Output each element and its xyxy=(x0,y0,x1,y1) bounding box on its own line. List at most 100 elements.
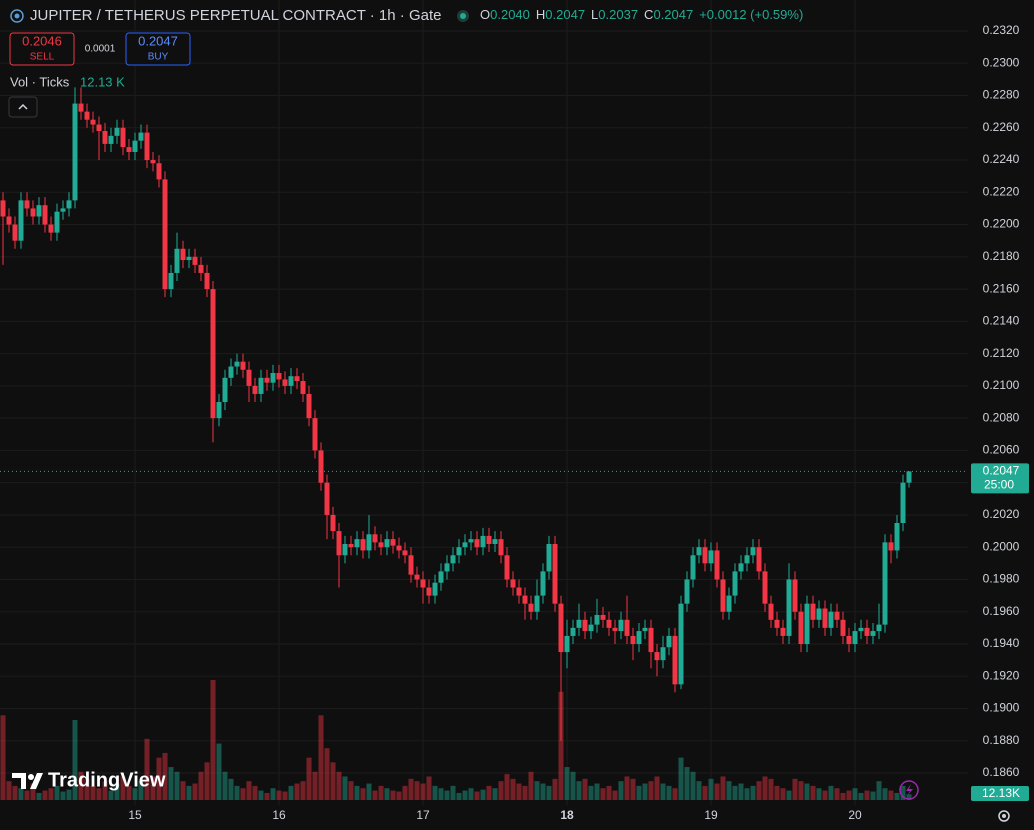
candle-body xyxy=(66,200,72,209)
volume-bar xyxy=(276,790,282,800)
y-tick-label: 0.2140 xyxy=(983,314,1020,328)
volume-bar xyxy=(108,790,114,800)
candle-body xyxy=(570,627,576,636)
volume-bar xyxy=(30,783,36,800)
volume-bar xyxy=(282,791,288,800)
candle-body xyxy=(276,372,282,380)
sell-price: 0.2046 xyxy=(22,33,62,48)
volume-bar xyxy=(54,785,60,800)
x-tick-label: 17 xyxy=(416,808,430,822)
candle-body xyxy=(132,140,138,152)
x-tick-label: 15 xyxy=(128,808,142,822)
candle-body xyxy=(36,205,42,217)
volume-bar xyxy=(858,792,864,800)
volume-bar xyxy=(594,783,600,800)
volume-bar xyxy=(558,691,564,800)
collapse-frame xyxy=(8,96,38,118)
volume-bar xyxy=(342,776,348,800)
collapse-button[interactable] xyxy=(8,96,38,118)
volume-bar xyxy=(390,790,396,800)
candle-body xyxy=(258,377,264,394)
buy-button[interactable]: 0.2047 BUY xyxy=(125,32,191,66)
candle-body xyxy=(342,543,348,556)
volume-bar xyxy=(300,781,306,800)
volume-bar xyxy=(204,762,210,800)
volume-bar xyxy=(552,778,558,800)
volume-bar xyxy=(900,785,906,800)
volume-bar xyxy=(18,788,24,800)
last-price-box xyxy=(971,463,1029,494)
volume-bar xyxy=(882,788,888,800)
volume-bar xyxy=(252,785,258,800)
candle-body xyxy=(528,603,534,612)
volume-bar xyxy=(372,790,378,800)
candle-body xyxy=(498,539,504,556)
volume-bar xyxy=(156,757,162,800)
candle-body xyxy=(822,608,828,628)
candle-body xyxy=(654,652,660,661)
ohlc-key: O xyxy=(480,7,490,22)
candle-body xyxy=(282,379,288,386)
volume-legend-value: 12.13 K xyxy=(80,74,125,89)
candle-body xyxy=(390,539,396,546)
y-tick-label: 0.2000 xyxy=(983,539,1020,553)
candle-body xyxy=(348,543,354,548)
replay-icon[interactable] xyxy=(899,780,919,800)
candle-body xyxy=(864,627,870,636)
volume-bar xyxy=(762,776,768,800)
candle-body xyxy=(0,200,6,217)
volume-bar xyxy=(78,771,84,800)
candle-body xyxy=(546,543,552,572)
candle-body xyxy=(750,547,756,556)
candle-body xyxy=(582,619,588,632)
volume-bar xyxy=(330,762,336,800)
volume-layer xyxy=(0,680,912,800)
volume-bar xyxy=(378,785,384,800)
volume-bar xyxy=(906,794,912,800)
candle-body xyxy=(876,624,882,632)
volume-bar xyxy=(546,785,552,800)
volume-bar xyxy=(336,771,342,800)
candle-body xyxy=(810,603,816,620)
x-tick-label: 20 xyxy=(848,808,862,822)
watermark-logo-bar xyxy=(12,773,26,789)
candle-body xyxy=(774,619,780,628)
volume-bar xyxy=(504,774,510,800)
volume-bar xyxy=(144,738,150,800)
volume-axis-label: 12.13K xyxy=(982,786,1020,800)
candle-body xyxy=(558,603,564,653)
symbol-logo-dot xyxy=(14,13,20,19)
volume-bar xyxy=(684,767,690,800)
candle-body xyxy=(606,619,612,628)
candle-body xyxy=(642,627,648,632)
buy-button-frame xyxy=(125,32,191,66)
candle-body xyxy=(264,377,270,383)
volume-bar xyxy=(258,790,264,800)
replay-bolt xyxy=(906,784,913,796)
volume-bar xyxy=(396,791,402,800)
settings-hub xyxy=(1002,814,1006,818)
volume-bar xyxy=(696,781,702,800)
spread: 0.0001 xyxy=(85,44,116,55)
y-tick-label: 0.2280 xyxy=(983,88,1020,102)
y-tick-label: 0.2200 xyxy=(983,217,1020,231)
volume-bar xyxy=(720,776,726,800)
settings-button[interactable] xyxy=(998,810,1010,822)
candle-body xyxy=(126,147,132,152)
volume-bar xyxy=(576,781,582,800)
candle-body xyxy=(486,535,492,544)
sell-button[interactable]: 0.2046 SELL xyxy=(9,32,75,66)
y-tick-label: 0.2020 xyxy=(983,507,1020,521)
y-tick-label: 0.2080 xyxy=(983,410,1020,424)
volume-bar xyxy=(240,788,246,800)
volume-bar xyxy=(744,788,750,800)
candle-body xyxy=(510,579,516,588)
candle-body xyxy=(6,216,12,225)
candle-body xyxy=(174,248,180,273)
volume-bar xyxy=(288,785,294,800)
candle-body xyxy=(186,256,192,261)
volume-bar xyxy=(246,781,252,800)
volume-bar xyxy=(270,788,276,800)
candle-body xyxy=(300,381,306,394)
candle-body xyxy=(306,393,312,419)
